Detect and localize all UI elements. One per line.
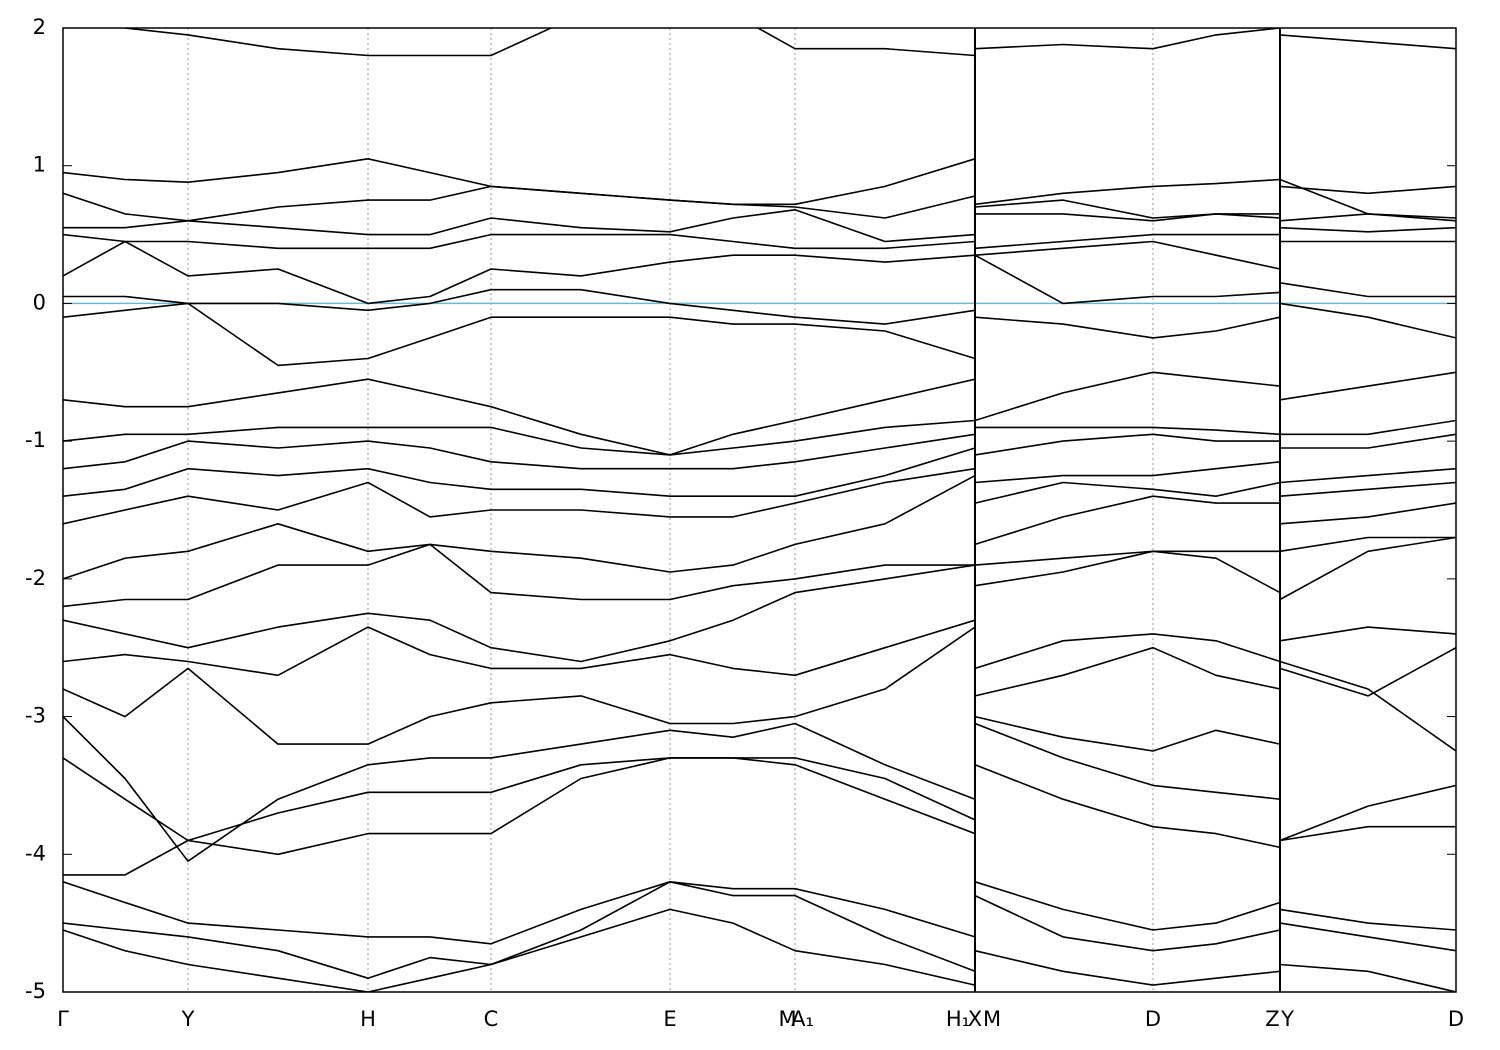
x-tick-label: D — [1145, 1007, 1161, 1031]
y-tick-label: -5 — [25, 979, 46, 1003]
y-tick-label: -2 — [25, 566, 46, 590]
bands — [63, 28, 1456, 992]
band-line — [63, 226, 1456, 250]
band-line — [63, 908, 1456, 992]
band-line — [63, 209, 1456, 243]
x-tick-label: M — [778, 1007, 796, 1031]
band-line — [63, 447, 1456, 497]
band-line — [63, 433, 1456, 470]
band-line — [63, 419, 1456, 456]
y-tick-label: 0 — [33, 290, 46, 314]
y-tick-label: 1 — [33, 153, 46, 177]
y-tick-label: 2 — [33, 15, 46, 39]
x-tick-label: H — [360, 1007, 376, 1031]
band-line — [63, 254, 1456, 325]
x-tick-label: Y — [1280, 1007, 1294, 1031]
band-line — [63, 295, 1456, 367]
band-line — [63, 240, 1456, 305]
x-tick-label: E — [663, 1007, 676, 1031]
band-line — [63, 881, 1456, 979]
band-line — [63, 881, 1456, 945]
band-line — [63, 474, 1456, 580]
x-tick-label: Y — [181, 1007, 195, 1031]
x-tick-label: X — [968, 1007, 982, 1031]
x-tick-label: M — [983, 1007, 1001, 1031]
band-line — [63, 467, 1456, 525]
x-tick-label: C — [484, 1007, 499, 1031]
y-tick-label: -4 — [25, 841, 46, 865]
y-tick-label: -3 — [25, 704, 46, 728]
band-line — [63, 371, 1456, 456]
band-line — [63, 626, 1456, 745]
x-tick-label: Z — [1265, 1007, 1279, 1031]
band-line — [63, 660, 1456, 862]
x-tick-label: A₁ — [791, 1007, 814, 1031]
band-line — [63, 619, 1456, 677]
y-tick-label: -1 — [25, 428, 46, 452]
x-tick-label: Γ — [57, 1007, 69, 1031]
x-tick-label: H₁ — [946, 1007, 970, 1031]
band-line — [63, 536, 1456, 608]
plot-frame — [62, 27, 1457, 993]
x-tick-label: D — [1448, 1007, 1464, 1031]
band-line — [121, 28, 1456, 57]
band-line — [63, 757, 1456, 876]
band-line — [63, 722, 1456, 842]
band-line — [63, 158, 1456, 222]
